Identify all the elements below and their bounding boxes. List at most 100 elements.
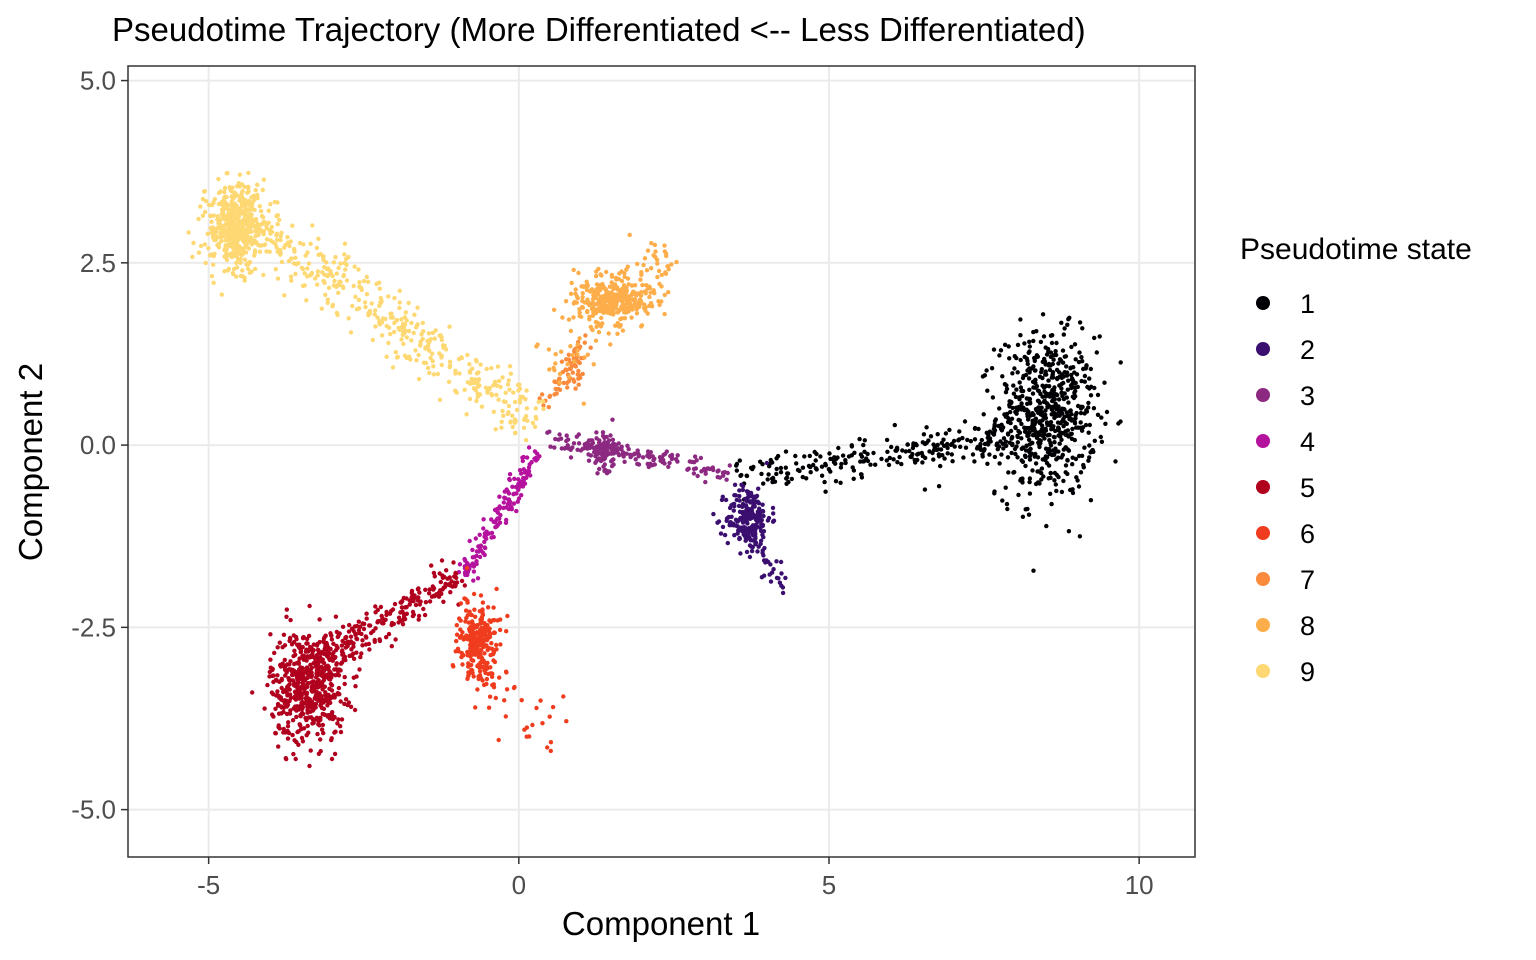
point-1-808 (1047, 367, 1053, 373)
point-9-185 (342, 260, 347, 266)
point-8-173 (609, 280, 614, 285)
point-3-107 (691, 471, 697, 476)
point-1-870 (1036, 469, 1042, 474)
point-6-265 (472, 640, 477, 645)
point-8-332 (587, 317, 592, 322)
point-5-167 (445, 576, 450, 581)
point-5-746 (308, 667, 313, 673)
point-2-5 (749, 548, 755, 554)
point-4-105 (516, 481, 521, 487)
point-9-331 (437, 397, 443, 402)
point-5-750 (314, 680, 319, 685)
point-1-415 (1051, 434, 1057, 440)
point-4-81 (482, 545, 487, 550)
point-4-24 (462, 556, 467, 562)
point-1-203 (886, 462, 892, 468)
legend-label-4: 4 (1300, 427, 1315, 457)
point-3-218 (612, 441, 617, 447)
point-9-29 (386, 294, 391, 299)
point-1-392 (1016, 492, 1021, 498)
point-4-129 (533, 455, 538, 461)
point-5-778 (310, 716, 315, 722)
point-9-181 (322, 280, 327, 286)
point-5-384 (305, 723, 310, 729)
point-1-265 (1005, 431, 1011, 436)
point-9-864 (231, 266, 237, 272)
point-5-134 (440, 587, 445, 592)
point-7-61 (571, 377, 576, 382)
point-1-562 (1064, 410, 1070, 415)
point-5-712 (298, 714, 303, 719)
point-8-374 (634, 293, 639, 298)
point-3-56 (547, 429, 552, 434)
point-9-384 (428, 355, 433, 361)
point-8-15 (572, 359, 577, 364)
point-1-653 (1009, 400, 1014, 406)
point-5-775 (308, 662, 313, 667)
legend-label-5: 5 (1300, 473, 1315, 503)
point-1-802 (1024, 430, 1030, 436)
point-5-15 (364, 611, 369, 616)
point-1-842 (1004, 501, 1010, 507)
point-1-380 (1019, 421, 1024, 427)
point-9-561 (186, 230, 191, 235)
point-1-542 (1087, 422, 1093, 428)
point-7-39 (547, 394, 552, 399)
point-1-433 (1073, 357, 1078, 362)
point-1-275 (1005, 506, 1010, 512)
point-2-87 (745, 521, 750, 526)
point-9-811 (262, 242, 268, 247)
point-9-52 (316, 236, 321, 241)
point-1-5 (861, 442, 866, 448)
point-1-97 (832, 455, 837, 460)
point-9-766 (223, 222, 228, 227)
point-5-93 (431, 586, 437, 591)
point-9-774 (247, 211, 253, 217)
point-7-47 (577, 360, 582, 366)
series-1 (734, 312, 1123, 573)
point-1-789 (1011, 391, 1017, 396)
point-5-473 (307, 603, 312, 609)
point-9-251 (279, 230, 284, 235)
point-1-845 (1023, 448, 1029, 453)
point-1-822 (986, 432, 991, 438)
point-5-478 (315, 731, 320, 737)
point-1-829 (1080, 425, 1086, 430)
point-1-796 (1048, 443, 1054, 448)
point-1-373 (1063, 463, 1069, 468)
point-9-882 (228, 187, 233, 192)
point-1-702 (1055, 376, 1060, 382)
point-6-13 (522, 727, 527, 732)
point-1-199 (770, 479, 775, 485)
point-3-229 (616, 441, 621, 446)
point-5-332 (275, 645, 280, 650)
point-9-56 (293, 255, 298, 260)
point-2-196 (761, 529, 767, 534)
point-3-194 (610, 437, 616, 442)
point-9-245 (416, 352, 421, 358)
legend-label-8: 8 (1300, 611, 1315, 641)
point-5-716 (285, 662, 290, 667)
point-9-889 (228, 251, 233, 257)
point-3-8 (698, 455, 704, 461)
point-2-134 (725, 540, 730, 546)
point-5-202 (384, 609, 389, 615)
point-1-883 (1026, 350, 1031, 355)
point-1-189 (1008, 428, 1014, 434)
point-1-174 (978, 441, 983, 447)
point-1-708 (1014, 355, 1019, 361)
point-1-687 (1098, 434, 1104, 440)
point-1-193 (784, 476, 789, 481)
legend-label-7: 7 (1300, 565, 1315, 595)
point-8-216 (575, 296, 580, 301)
legend-key-9 (1256, 664, 1270, 678)
point-5-135 (423, 587, 428, 592)
point-5-788 (313, 696, 319, 702)
point-2-77 (760, 532, 765, 537)
point-1-779 (1059, 375, 1065, 380)
point-1-341 (1027, 476, 1033, 481)
point-5-227 (404, 604, 409, 610)
point-8-389 (603, 286, 608, 292)
point-1-2 (873, 462, 878, 467)
point-8-78 (662, 292, 667, 298)
